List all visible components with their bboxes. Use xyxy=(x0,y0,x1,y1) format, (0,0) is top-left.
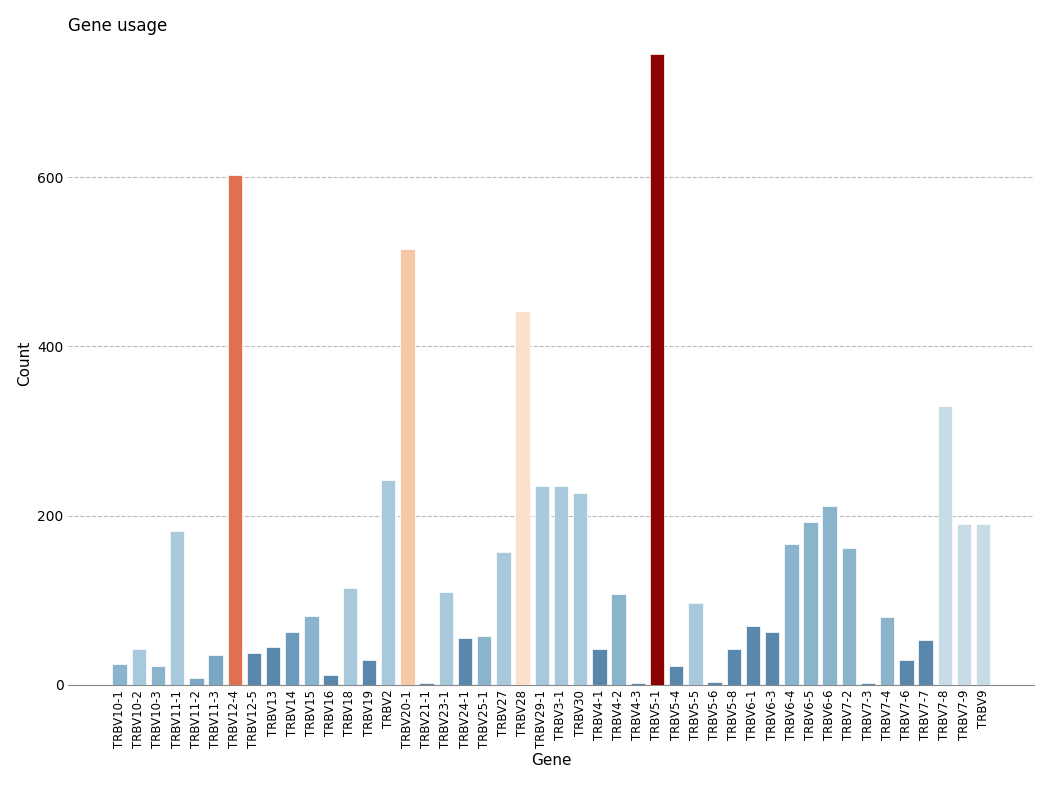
Bar xyxy=(746,626,760,685)
Bar xyxy=(784,543,799,685)
Text: Gene usage: Gene usage xyxy=(68,16,168,35)
Bar xyxy=(707,681,722,685)
Bar xyxy=(573,493,588,685)
Bar xyxy=(496,552,511,685)
Bar xyxy=(112,664,127,685)
Bar xyxy=(937,406,952,685)
Bar xyxy=(419,683,434,685)
Bar xyxy=(438,592,453,685)
Bar xyxy=(247,653,261,685)
Bar xyxy=(668,666,683,685)
Bar xyxy=(631,683,645,685)
Bar xyxy=(612,594,625,685)
Bar xyxy=(305,615,318,685)
Bar xyxy=(688,603,702,685)
Bar xyxy=(861,683,875,685)
Bar xyxy=(554,486,569,685)
Bar xyxy=(285,633,300,685)
Bar xyxy=(880,617,894,685)
Bar xyxy=(592,648,606,685)
Bar xyxy=(131,649,146,685)
Bar xyxy=(823,506,837,685)
Bar xyxy=(842,548,857,685)
Bar xyxy=(919,640,933,685)
Bar xyxy=(208,655,223,685)
X-axis label: Gene: Gene xyxy=(531,754,572,769)
Bar xyxy=(458,638,472,685)
Bar xyxy=(477,636,492,685)
Bar xyxy=(343,588,357,685)
Bar xyxy=(900,659,913,685)
Bar xyxy=(362,659,376,685)
Bar xyxy=(400,249,415,685)
Y-axis label: Count: Count xyxy=(17,341,32,386)
Bar xyxy=(382,480,395,685)
Bar xyxy=(150,666,165,685)
Bar xyxy=(515,311,530,685)
Bar xyxy=(956,524,971,685)
Bar xyxy=(976,524,990,685)
Bar xyxy=(650,54,664,685)
Bar xyxy=(324,675,337,685)
Bar xyxy=(726,648,741,685)
Bar xyxy=(227,176,242,685)
Bar xyxy=(170,531,184,685)
Bar xyxy=(189,678,204,685)
Bar xyxy=(765,633,779,685)
Bar xyxy=(803,523,818,685)
Bar xyxy=(266,647,281,685)
Bar xyxy=(535,486,549,685)
